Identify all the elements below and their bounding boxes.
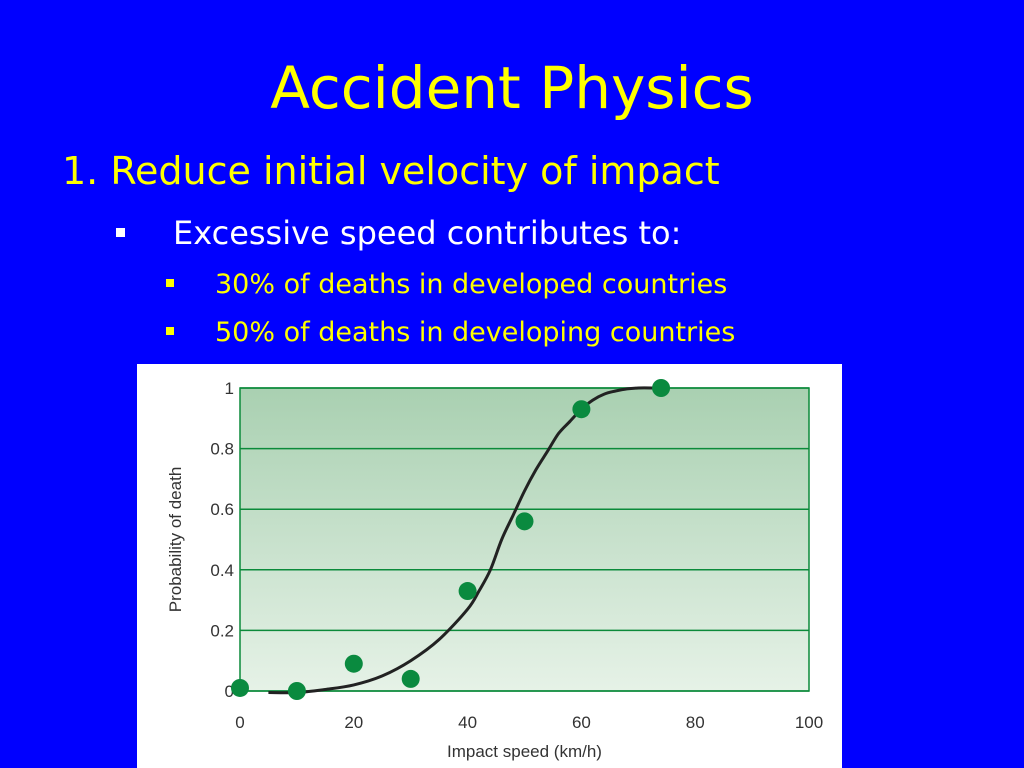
x-tick-label: 100 — [795, 713, 823, 732]
square-bullet-icon — [116, 227, 125, 237]
data-point — [572, 400, 591, 419]
y-tick-label: 1 — [225, 379, 234, 398]
y-tick-label: 0.6 — [210, 500, 234, 519]
square-bullet-icon — [166, 326, 174, 335]
slide-title: Accident Physics — [270, 54, 754, 122]
fit-curve — [268, 386, 656, 695]
x-tick-label: 60 — [572, 713, 591, 732]
detail-item-developed: 30% of deaths in developed countries — [166, 266, 727, 304]
detail-text: 30% of deaths in developed countries — [215, 269, 728, 300]
data-points — [231, 379, 671, 700]
y-tick-label: 0.8 — [210, 440, 234, 459]
x-tick-label: 40 — [458, 713, 477, 732]
data-point — [231, 678, 249, 697]
y-tick-label: 0.2 — [210, 621, 234, 640]
data-point — [287, 682, 306, 700]
y-tick-label: 0 — [225, 682, 234, 701]
detail-text: 50% of deaths in developing countries — [215, 317, 736, 348]
main-point: 1. Reduce initial velocity of impact — [62, 149, 720, 193]
x-tick-label: 0 — [235, 713, 244, 732]
x-tick-label: 80 — [686, 713, 705, 732]
data-point — [515, 512, 534, 531]
subpoint: Excessive speed contributes to: — [116, 211, 681, 255]
data-point — [401, 669, 420, 688]
x-tick-label: 20 — [344, 713, 363, 732]
y-axis-label: Probability of death — [166, 467, 185, 613]
chart-panel: 0 0.2 0.4 0.6 0.8 1 0 20 40 60 80 100 Impact speed … — [137, 364, 842, 768]
data-point — [652, 379, 671, 397]
x-axis-label: Impact speed (km/h) — [447, 742, 602, 761]
grid-lines — [240, 387, 809, 692]
probability-of-death-chart: 0 0.2 0.4 0.6 0.8 1 0 20 40 60 80 100 Impact speed … — [166, 379, 823, 761]
data-point — [344, 654, 363, 673]
tick-labels: 0 0.2 0.4 0.6 0.8 1 0 20 40 60 80 100 — [210, 379, 823, 732]
plot-area — [239, 387, 810, 692]
y-tick-label: 0.4 — [210, 561, 234, 580]
detail-item-developing: 50% of deaths in developing countries — [166, 314, 735, 352]
subpoint-text: Excessive speed contributes to: — [173, 214, 682, 252]
data-point — [458, 582, 477, 601]
square-bullet-icon — [166, 278, 174, 287]
